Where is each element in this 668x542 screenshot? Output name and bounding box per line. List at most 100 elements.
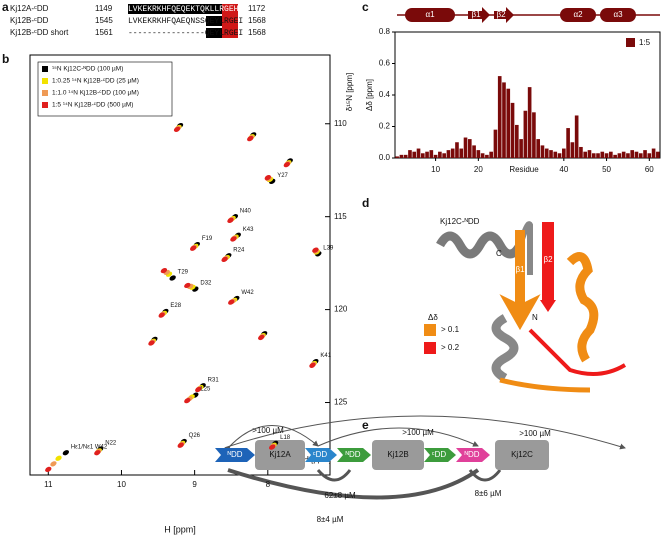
peak <box>283 162 290 168</box>
peak <box>62 450 70 456</box>
seq-end: 1568 <box>248 16 266 25</box>
legend-label: 1:5 <box>639 38 651 47</box>
bar <box>617 153 622 158</box>
peak <box>94 450 101 456</box>
bar <box>502 82 506 158</box>
peak-label: L25 <box>200 387 211 393</box>
peak <box>50 461 57 467</box>
structure-cartoon: Kj12C-ᴺDD C β1 β2 α2 N Δδ > 0.1 > 0.2 <box>424 217 627 393</box>
peak <box>247 136 254 142</box>
x-tick-label: 40 <box>559 165 568 174</box>
sequence: ----------------QEYLRGEI <box>128 29 243 38</box>
bar <box>420 153 425 158</box>
bar <box>638 153 643 158</box>
y-tick-label: 110 <box>334 119 347 128</box>
legend-label: ¹⁵N Kj12C-ᴺDD (100 µM) <box>52 66 123 73</box>
bar <box>579 146 583 158</box>
peak <box>227 217 234 224</box>
bar <box>549 150 553 158</box>
peak <box>230 236 237 242</box>
y-tick-label: 125 <box>334 398 348 407</box>
bar <box>591 153 596 158</box>
helix-label: α2 <box>571 265 581 274</box>
bar <box>553 151 558 158</box>
bar <box>442 153 446 158</box>
seq-highlight <box>206 16 230 26</box>
affinity-label: >100 µM <box>252 426 284 435</box>
legend-label: 1:1.0 ¹⁴N Kj12B-ᶜDD (100 µM) <box>52 90 139 97</box>
bar <box>455 142 459 158</box>
strand-ribbon <box>540 300 556 312</box>
alignment: Kj12A-ᶜDD 1149 LVKEKRKHFQEQEKTQKLLRGEHI … <box>10 4 266 38</box>
bar <box>613 154 617 158</box>
bar <box>433 154 438 158</box>
bar <box>416 148 421 158</box>
bar <box>489 151 493 158</box>
helix <box>405 8 455 22</box>
bar <box>510 102 515 158</box>
strand-ribbon <box>499 230 541 331</box>
seq-start: 1545 <box>95 16 113 25</box>
bar <box>523 110 528 158</box>
helix-ribbon <box>566 252 599 363</box>
legend-label: > 0.2 <box>441 343 460 352</box>
legend-title: Δδ <box>428 313 438 322</box>
bar <box>634 151 639 158</box>
ss-label: β1 <box>471 10 481 19</box>
bar <box>450 148 455 158</box>
helix-ribbon <box>491 314 519 382</box>
bar <box>570 142 575 158</box>
legend-swatch <box>626 38 635 47</box>
bar <box>600 151 605 158</box>
peak-label: Hε1/Nε1 W42 <box>71 444 108 450</box>
bar <box>459 148 464 158</box>
x-tick-label: 60 <box>645 165 654 174</box>
x-axis-label: H [ppm] <box>164 524 196 534</box>
bar <box>656 151 660 158</box>
peak <box>169 275 176 281</box>
bar <box>425 151 429 158</box>
peak-label: L39 <box>323 245 334 251</box>
panel-label: a <box>2 0 9 14</box>
protein-label: Kj12B <box>387 450 408 459</box>
domain-arrow <box>456 448 490 462</box>
interaction-arrow <box>229 415 626 450</box>
domain-label: ᶜDD <box>432 450 447 459</box>
peak-label: E28 <box>170 303 181 309</box>
strand <box>468 7 490 23</box>
peak <box>195 386 202 393</box>
bar <box>472 145 476 158</box>
y-tick-label: 115 <box>334 212 347 221</box>
peak-label: L18 <box>280 435 291 441</box>
domain-label: ᴺDD <box>228 450 243 459</box>
peak-label: D32 <box>200 281 212 287</box>
seq-name: Kj12B-ᶜDD short <box>10 28 69 37</box>
peak-label: F19 <box>202 236 213 242</box>
loop <box>499 377 591 393</box>
bar <box>609 151 613 158</box>
domain-arrow <box>215 448 255 462</box>
bar <box>651 148 656 158</box>
protein-label: Kj12C <box>511 450 533 459</box>
affinity-label: >100 µM <box>519 429 551 438</box>
panel-label: c <box>362 0 369 14</box>
plot-frame <box>394 31 661 159</box>
bar <box>540 145 545 158</box>
strand-label: β1 <box>515 265 525 274</box>
peak-label: Q26 <box>189 433 201 439</box>
seq-name: Kj12B-ᶜDD <box>10 16 49 25</box>
peak <box>264 175 271 181</box>
affinity-label: 8±6 µM <box>475 489 502 498</box>
panel-label: e <box>362 418 369 432</box>
peak <box>258 334 265 341</box>
bar <box>621 151 626 158</box>
bar <box>544 148 549 158</box>
bar <box>604 153 609 158</box>
strand <box>494 7 514 23</box>
peak <box>177 442 184 448</box>
sequence: LVKEKRKHFQAEQNSSQEYLRGEI <box>128 17 243 26</box>
peak-label: T29 <box>178 270 189 276</box>
legend-label: 1:5 ¹⁴N Kj12B-ᶜDD (500 µM) <box>52 102 133 109</box>
x-tick-label: 20 <box>474 165 483 174</box>
peak <box>184 282 191 289</box>
